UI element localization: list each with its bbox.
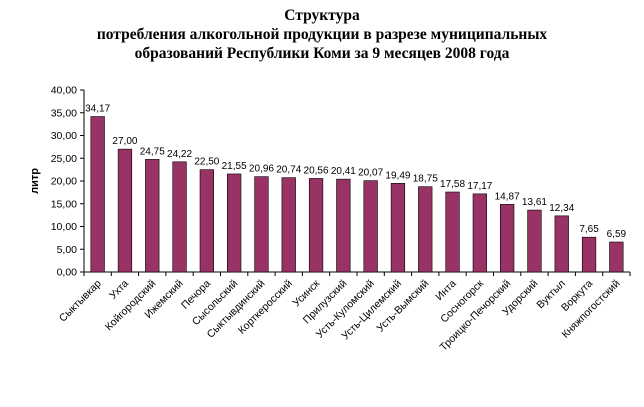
bar-12: [390, 183, 406, 273]
y-tick-label: 40,00: [51, 85, 77, 97]
data-label-7: 20,96: [249, 164, 274, 175]
y-axis: 0,00 5,00 10,00 15,00 20,00 25,00 30,00 35,00 40…: [51, 85, 631, 279]
y-tick-label: 35,00: [51, 107, 77, 119]
data-label-20: 6,59: [607, 229, 627, 240]
data-label-16: 14,87: [495, 191, 520, 202]
chart-title: Структура потребления алкогольной продук…: [0, 6, 644, 63]
bar-1: [90, 116, 105, 273]
data-label-12: 19,49: [385, 170, 410, 181]
bar-10: [336, 178, 351, 273]
data-label-18: 12,34: [549, 203, 574, 214]
chart-title-line-3: образований Республики Коми за 9 месяцев…: [134, 45, 510, 62]
bar-9: [308, 178, 324, 273]
data-label-2: 27,00: [112, 136, 137, 147]
category-label-2: Ухта: [107, 278, 131, 302]
y-tick-label: 25,00: [51, 153, 77, 165]
data-label-9: 20,56: [304, 165, 329, 176]
y-tick-label: 10,00: [51, 221, 77, 233]
bar-20: [609, 241, 624, 273]
bar-13: [418, 186, 433, 273]
bar-14: [445, 191, 460, 273]
bar-4: [172, 161, 187, 273]
bar-11: [363, 180, 378, 273]
y-tick-label: 30,00: [51, 130, 77, 142]
data-label-14: 17,58: [440, 179, 465, 190]
bar-3: [145, 159, 160, 273]
bar-5: [199, 169, 214, 273]
category-labels: Сыктывкар УхтаКойгородскийИжемскийПечораС…: [57, 277, 623, 353]
bar-8: [281, 177, 296, 273]
data-label-13: 18,75: [413, 174, 438, 185]
data-label-1: 34,17: [85, 104, 110, 115]
data-label-5: 22,50: [194, 157, 219, 168]
bar-2: [117, 148, 133, 273]
bar-15: [472, 193, 487, 273]
y-tick-label: 15,00: [51, 198, 77, 210]
y-tick-label: 0,00: [57, 267, 78, 279]
data-label-11: 20,07: [358, 168, 383, 179]
bar-6: [227, 173, 242, 273]
bars: [90, 116, 624, 273]
data-label-4: 24,22: [167, 149, 192, 160]
bar-18: [554, 215, 569, 273]
data-label-17: 13,61: [522, 197, 547, 208]
bar-19: [581, 236, 597, 273]
y-axis-title: литр: [29, 168, 41, 194]
bar-7: [254, 176, 269, 273]
data-label-10: 20,41: [331, 166, 356, 177]
data-label-6: 21,55: [222, 161, 247, 172]
y-tick-label: 5,00: [57, 244, 78, 256]
y-tick-label: 20,00: [51, 176, 77, 188]
data-label-8: 20,74: [276, 165, 301, 176]
bar-16: [500, 204, 515, 273]
bar-17: [527, 209, 542, 273]
category-label-1: Сыктывкар: [57, 278, 104, 325]
chart-title-line-1: Структура: [284, 7, 360, 24]
data-label-15: 17,17: [467, 181, 492, 192]
data-label-3: 24,75: [140, 146, 165, 157]
chart-title-line-2: потребления алкогольной продукции в разр…: [96, 26, 548, 43]
data-label-19: 7,65: [579, 224, 599, 235]
